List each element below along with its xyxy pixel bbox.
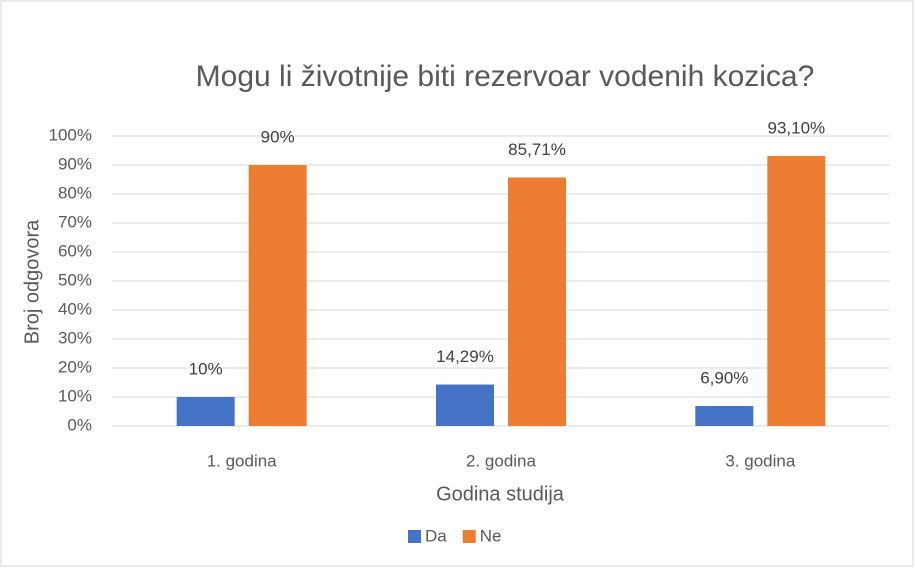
legend-label: Ne [480,526,502,545]
value-label: 93,10% [767,118,825,137]
value-label: 14,29% [436,347,494,366]
bar [767,156,826,426]
chart-title: Mogu li životnije biti rezervoar vodenih… [196,60,815,93]
bar [176,397,235,426]
x-tick-label: 2. godina [466,451,536,470]
y-tick-label: 40% [58,299,92,318]
y-tick-label: 0% [67,415,92,434]
y-tick-label: 80% [58,183,92,202]
value-label: 6,90% [700,368,748,387]
x-tick-label: 1. godina [207,451,277,470]
value-label: 85,71% [508,140,566,159]
bar [508,177,566,426]
y-tick-label: 30% [58,328,92,347]
bar [436,384,494,426]
bar [248,165,307,426]
y-tick-label: 10% [58,386,92,405]
x-tick-label: 3. godina [725,451,795,470]
value-label: 90% [261,127,295,146]
value-label: 10% [189,359,223,378]
y-tick-label: 100% [49,125,92,144]
legend-swatch [408,530,421,543]
y-axis-title: Broj odgovora [21,219,43,344]
y-tick-label: 90% [58,154,92,173]
y-tick-label: 20% [58,357,92,376]
legend-label: Da [425,526,447,545]
bar [695,405,754,426]
y-tick-label: 50% [58,270,92,289]
y-tick-label: 60% [58,241,92,260]
legend-swatch [462,530,476,543]
y-tick-label: 70% [58,212,92,231]
x-axis-title: Godina studija [436,483,565,505]
